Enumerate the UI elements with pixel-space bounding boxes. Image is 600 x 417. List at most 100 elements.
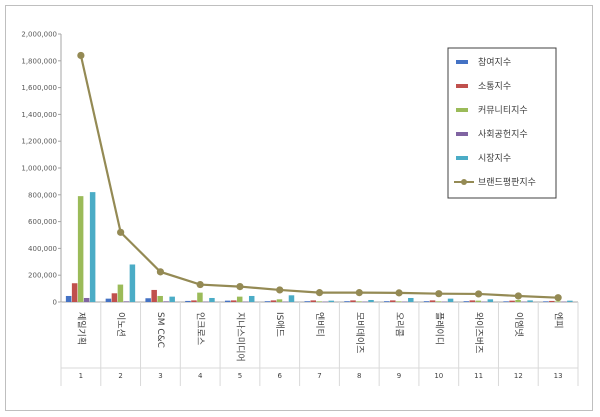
bar-사회공헌지수 [242,301,249,303]
bar-시장지수 [368,299,374,302]
bar-참여지수 [145,298,151,302]
rank-label: 10 [434,372,443,380]
point-브랜드평판지수 [276,286,284,294]
legend-swatch [456,84,468,88]
point-브랜드평판지수 [315,289,324,297]
y-tick-label: 1,600,000 [21,84,57,92]
bar-소통지수 [350,300,356,302]
bar-사회공헌지수 [282,301,289,303]
bar-사회공헌지수 [362,301,368,303]
x-tick-label: 이노션 [115,312,126,337]
y-tick-label: 400,000 [28,245,57,253]
rank-label: 4 [198,372,203,380]
bar-소통지수 [151,289,157,302]
y-tick-label: 200,000 [28,272,57,280]
bar-참여지수 [224,300,231,302]
legend-marker [461,179,467,185]
y-tick-label: 1,200,000 [21,138,57,146]
y-tick-label: 1,400,000 [21,111,57,119]
bar-사회공헌지수 [402,301,408,303]
x-tick-label: 오리콤 [394,312,405,337]
bar-커뮤니티지수 [117,284,124,302]
legend-label: 사회공헌지수 [478,129,528,140]
bar-커뮤니티지수 [475,300,482,302]
y-tick-label: 1,800,000 [21,57,57,65]
point-브랜드평판지수 [435,290,443,298]
rank-label: 3 [158,372,162,380]
bar-시장지수 [169,296,175,302]
x-tick-label: 와이즈버즈 [473,312,485,353]
bar-참여지수 [304,301,310,302]
bar-커뮤니티지수 [515,299,521,302]
bar-소통지수 [230,300,237,302]
bar-소통지수 [310,300,316,302]
bar-커뮤니티지수 [276,299,283,302]
y-tick-label: 800,000 [28,191,57,199]
bar-사회공헌지수 [521,301,527,303]
rank-label: 11 [474,372,483,380]
bar-참여지수 [105,298,112,302]
bar-사회공헌지수 [83,297,90,302]
x-tick-label: 엔피 [553,312,564,329]
bar-시장지수 [248,295,255,302]
bar-커뮤니티지수 [77,196,84,302]
bar-참여지수 [344,301,350,302]
bar-시장지수 [288,295,295,302]
legend-swatch [456,60,468,64]
point-브랜드평판지수 [395,289,403,297]
bar-참여지수 [503,301,509,302]
bar-소통지수 [71,283,78,302]
bar-사회공헌지수 [561,301,567,303]
bar-소통지수 [270,300,277,302]
point-브랜드평판지수 [514,292,522,300]
bar-시장지수 [567,300,573,302]
bar-참여지수 [65,295,72,302]
bar-커뮤니티지수 [356,301,362,302]
legend-label: 소통지수 [478,81,511,92]
x-tick-label: 제일기획 [75,312,87,345]
point-브랜드평판지수 [474,290,483,298]
rank-label: 13 [554,372,563,380]
bar-사회공헌지수 [322,301,328,303]
bar-시장지수 [408,297,414,302]
x-tick-label: SM C&C [155,312,165,348]
bar-사회공헌지수 [481,301,488,303]
bar-시장지수 [527,300,533,302]
rank-label: 5 [238,372,242,380]
rank-label: 2 [118,372,122,380]
bar-시장지수 [328,300,334,302]
legend-label: 참여지수 [478,56,511,68]
x-tick-label: 플레이디 [433,312,444,345]
bar-커뮤니티지수 [316,301,322,302]
x-tick-label: 모비데이즈 [354,312,365,353]
bar-참여지수 [384,301,390,302]
legend-swatch [456,108,468,112]
bar-참여지수 [423,301,430,302]
bar-참여지수 [543,301,549,302]
chart-frame: 0 200,000 400,000 600,000 800,000 1,000,000 1,… [5,5,593,411]
bar-소통지수 [390,300,396,302]
bar-커뮤니티지수 [435,301,442,302]
rank-label: 1 [79,372,83,380]
bar-소통지수 [429,300,436,302]
point-브랜드평판지수 [117,228,125,236]
bar-커뮤니티지수 [236,296,243,302]
y-tick-label: 1,000,000 [21,165,57,173]
y-tick-label: 600,000 [28,218,57,226]
point-브랜드평판지수 [355,289,363,297]
rank-label: 12 [514,372,523,380]
rank-label: 6 [277,372,282,380]
y-tick-label: 2,000,000 [21,31,57,39]
bar-사회공헌지수 [163,301,169,302]
bar-참여지수 [463,301,470,302]
x-tick-label: 인크로스 [195,312,206,345]
bar-소통지수 [469,300,476,302]
rank-label: 8 [357,372,361,380]
x-tick-label: IS애드 [274,312,285,337]
bar-시장지수 [487,299,494,302]
bar-사회공헌지수 [203,301,209,303]
bar-시장지수 [89,192,96,302]
point-브랜드평판지수 [236,282,244,291]
bar-시장지수 [447,298,454,302]
x-tick-label: 이엠넷 [513,312,525,337]
